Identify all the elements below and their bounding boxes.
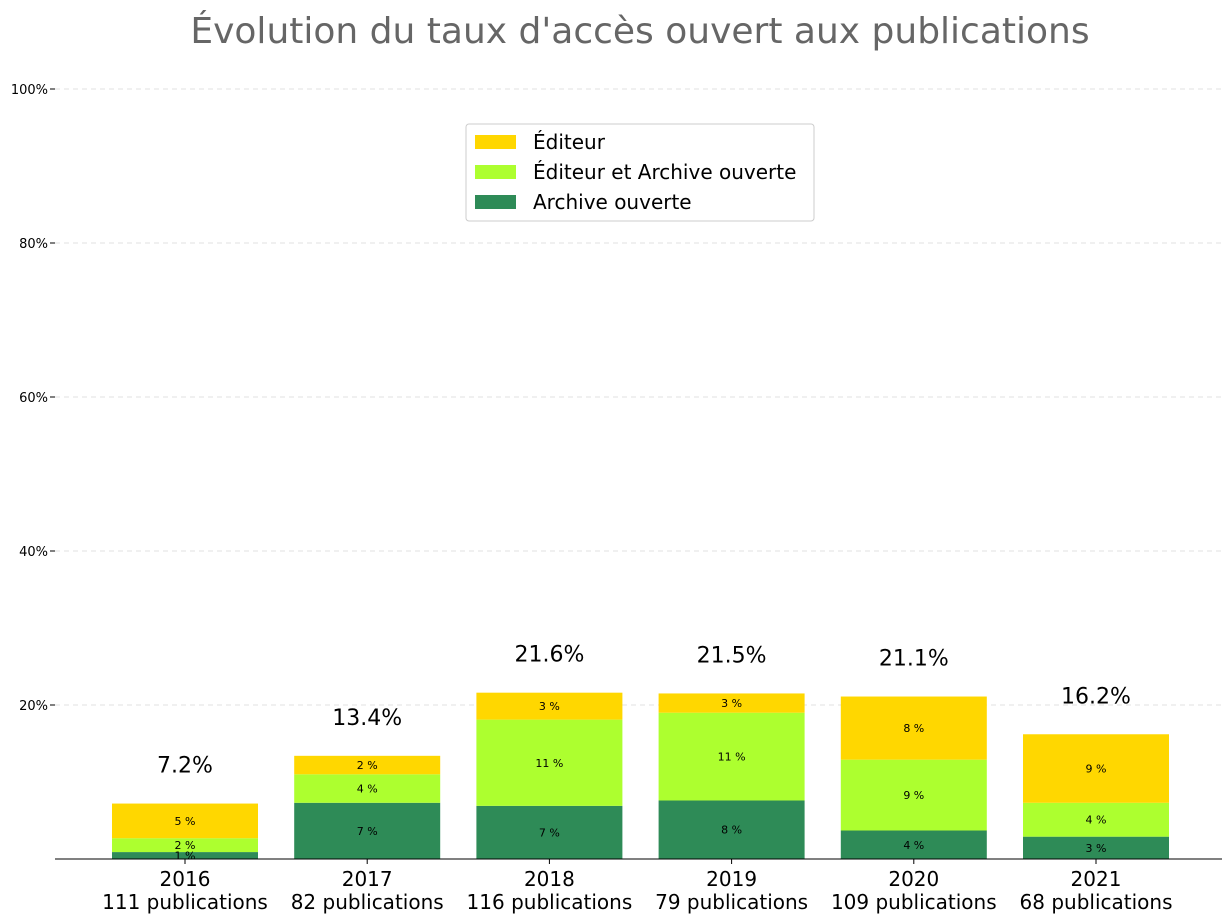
total-label: 21.1% — [879, 647, 949, 672]
bar-segment — [840, 830, 987, 859]
segment-label: 11 % — [718, 751, 746, 764]
bar-segment — [840, 696, 987, 760]
segment-label: 8 % — [721, 824, 742, 837]
bar-segment — [112, 803, 258, 839]
bar-segment — [294, 755, 441, 775]
bar-segment — [476, 692, 623, 720]
total-label: 16.2% — [1061, 684, 1131, 709]
legend-box — [465, 123, 815, 222]
segment-label: 9 % — [1086, 763, 1107, 776]
x-tick-sublabel: 82 publications — [291, 890, 444, 914]
total-label: 21.6% — [514, 643, 584, 668]
segment-label: 2 % — [357, 759, 378, 772]
segment-label: 4 % — [357, 783, 378, 796]
bar-segment — [1023, 734, 1169, 803]
segment-label: 3 % — [721, 697, 742, 710]
segment-label: 2 % — [175, 839, 196, 852]
data-labels: 1 %2 %5 %7.2%7 %4 %2 %13.4%7 %11 %3 %21.… — [157, 643, 1131, 863]
x-tick-sublabel: 116 publications — [467, 890, 633, 914]
y-tick-label: 40% — [19, 545, 48, 560]
y-tick-label: 20% — [19, 699, 48, 714]
bar-segment — [112, 838, 258, 853]
chart-title: Évolution du taux d'accès ouvert aux pub… — [190, 10, 1089, 52]
x-tick-label: 2020 — [888, 867, 939, 891]
x-tick-sublabel: 109 publications — [831, 890, 997, 914]
legend-swatch — [475, 195, 516, 209]
legend-swatch — [475, 165, 516, 179]
total-label: 7.2% — [157, 754, 213, 779]
segment-label: 5 % — [175, 815, 196, 828]
bar-segment — [658, 712, 805, 801]
total-label: 21.5% — [697, 643, 767, 668]
gridlines — [55, 88, 1222, 706]
y-tick-label: 60% — [19, 391, 48, 406]
x-tick-label: 2016 — [160, 867, 211, 891]
legend-label: Archive ouverte — [533, 190, 692, 214]
segment-label: 11 % — [535, 757, 563, 770]
x-tick-label: 2021 — [1071, 867, 1122, 891]
total-label: 13.4% — [332, 706, 402, 731]
segment-label: 7 % — [539, 826, 560, 839]
bar-segment — [112, 852, 258, 859]
y-axis: 20% 40% 60% 80% 100% — [11, 83, 55, 714]
x-tick-label: 2017 — [342, 867, 393, 891]
x-tick-sublabel: 68 publications — [1020, 890, 1173, 914]
segment-label: 4 % — [903, 839, 924, 852]
y-tick-label: 100% — [11, 83, 48, 98]
bars — [112, 692, 1169, 859]
bar-segment — [1023, 802, 1169, 837]
bar-segment — [294, 802, 441, 859]
bar-segment — [658, 693, 805, 713]
bar-segment — [476, 805, 623, 859]
segment-label: 3 % — [539, 700, 560, 713]
y-tick-label: 80% — [19, 237, 48, 252]
segment-label: 3 % — [1086, 842, 1107, 855]
legend-swatch — [475, 135, 516, 149]
x-tick-label: 2019 — [706, 867, 757, 891]
segment-label: 4 % — [1086, 814, 1107, 827]
segment-label: 9 % — [903, 789, 924, 802]
legend-label: Éditeur — [533, 130, 606, 154]
x-tick-sublabel: 79 publications — [655, 890, 808, 914]
x-tick-label: 2018 — [524, 867, 575, 891]
segment-label: 8 % — [903, 722, 924, 735]
bar-segment — [294, 774, 441, 803]
x-tick-sublabel: 111 publications — [102, 890, 268, 914]
bar-segment — [658, 800, 805, 859]
bar-segment — [476, 719, 623, 806]
legend: Éditeur Éditeur et Archive ouverte Archive… — [465, 123, 815, 222]
legend-label: Éditeur et Archive ouverte — [533, 160, 796, 184]
segment-label: 7 % — [357, 825, 378, 838]
bar-segment — [1023, 836, 1169, 859]
bar-segment — [840, 759, 987, 831]
